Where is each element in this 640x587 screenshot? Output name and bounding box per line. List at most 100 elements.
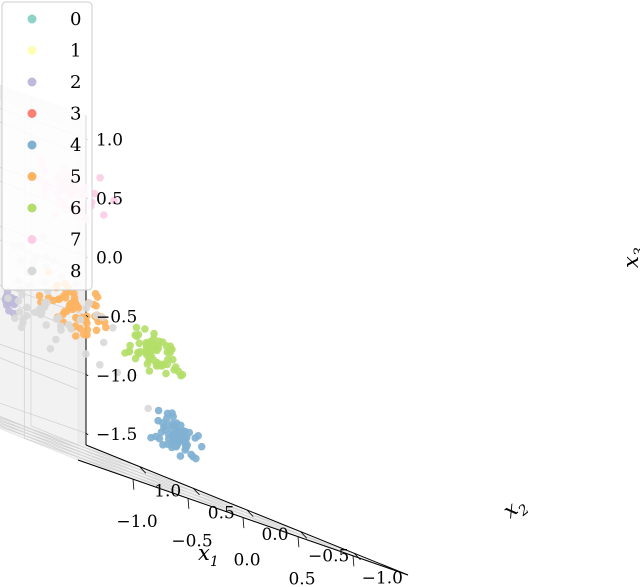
point-8 (31, 308, 39, 317)
point-8 (15, 308, 24, 316)
point-6 (134, 349, 143, 358)
legend: 0 1 2 3 4 5 6 7 8 (1, 1, 93, 291)
point-8 (76, 315, 85, 324)
legend-item-5: 5 (27, 167, 81, 188)
grid-line-y (0, 423, 248, 511)
point-4 (168, 440, 177, 448)
legend-marker (27, 203, 37, 213)
tick-mark (85, 315, 89, 318)
point-5 (68, 305, 77, 314)
grid-line-y (24, 437, 355, 554)
legend-label: 8 (70, 261, 81, 282)
point-6 (162, 369, 170, 378)
tick-mark (246, 509, 254, 517)
legend-marker (27, 77, 37, 87)
point-6 (166, 348, 174, 357)
z-tick-label: 0.0 (96, 248, 123, 268)
grid-line-z (0, 284, 87, 316)
tick-mark (85, 373, 89, 377)
legend-item-8: 8 (27, 261, 81, 282)
z-tick-label: 0.5 (96, 190, 123, 210)
point-8 (92, 311, 101, 320)
point-2 (2, 301, 11, 309)
point-8 (113, 368, 122, 377)
legend-item-0: 0 (27, 9, 81, 30)
grid-line-z (0, 402, 87, 434)
point-4 (178, 435, 187, 444)
legend-label: 3 (70, 104, 81, 125)
legend-label: 4 (70, 135, 81, 156)
legend-label: 5 (70, 167, 81, 188)
point-4 (194, 432, 202, 440)
legend-marker (27, 235, 37, 244)
point-8 (23, 303, 31, 312)
point-6 (158, 338, 167, 347)
point-4 (197, 442, 206, 451)
y-tick-label: −0.5 (308, 547, 349, 567)
point-5 (76, 324, 84, 333)
point-6 (158, 362, 166, 370)
tick-mark (193, 488, 200, 496)
tick-mark (139, 466, 147, 474)
point-8 (67, 325, 75, 333)
point-4 (176, 452, 185, 460)
point-6 (132, 323, 141, 332)
z-tick-label: −0.5 (96, 307, 137, 327)
point-8 (52, 335, 60, 344)
point-7 (96, 174, 104, 182)
legend-label: 6 (70, 198, 81, 219)
point-4 (161, 426, 169, 434)
legend-item-1: 1 (27, 41, 81, 62)
tick-mark (352, 555, 355, 567)
legend-marker (27, 14, 37, 24)
point-8 (98, 313, 107, 322)
point-7 (100, 211, 108, 219)
grid-line-z (0, 416, 79, 449)
point-5 (71, 332, 80, 340)
point-5 (59, 292, 68, 301)
tick-mark (354, 553, 361, 561)
y-tick-label: 1.0 (154, 482, 181, 502)
tick-labels: −1.0 −0.5 0.0 0.5 1.0 −1.0 −0.5 0.0 0.5 1.0 −1.5 −1… (85, 131, 403, 587)
y-tick-label: 0.5 (208, 503, 235, 523)
point-8 (40, 303, 49, 311)
z-tick-label: 1.0 (96, 131, 123, 151)
point-5 (70, 297, 78, 306)
tick-mark (85, 432, 89, 436)
legend-label: 7 (70, 230, 81, 251)
x-tick-label: −0.5 (171, 531, 212, 551)
legend-marker (27, 266, 37, 276)
x-tick-label: 0.0 (233, 551, 260, 571)
legend-item-7: 7 (27, 230, 81, 251)
x-axis-label: x1 (198, 541, 219, 570)
x-tick-label: −1.0 (116, 512, 157, 532)
legend-item-6: 6 (27, 198, 81, 219)
point-6 (164, 355, 172, 364)
grid-line-z (0, 343, 87, 375)
grid-line-y (0, 426, 301, 533)
legend-item-4: 4 (27, 135, 81, 156)
z-tick-label: −1.5 (96, 425, 137, 445)
point-5 (83, 319, 91, 328)
point-4 (187, 450, 195, 459)
point-4 (183, 441, 191, 449)
point-6 (146, 337, 155, 346)
legend-marker (27, 46, 37, 55)
point-4 (168, 409, 176, 417)
legend-item-3: 3 (27, 104, 81, 125)
point-5 (92, 326, 101, 335)
point-4 (159, 419, 167, 427)
point-8 (19, 318, 27, 327)
z-tick-label: −1.0 (96, 366, 137, 386)
point-8 (22, 311, 31, 320)
point-8 (46, 345, 55, 353)
point-8 (144, 404, 152, 413)
y-axis-label: x2 (498, 491, 532, 527)
point-7 (90, 189, 99, 198)
point-4 (181, 427, 189, 436)
point-4 (177, 421, 185, 430)
legend-marker (27, 140, 37, 150)
y-tick-label: 0.0 (261, 525, 288, 545)
point-8 (14, 297, 23, 305)
z-axis-label: x3 (619, 247, 640, 268)
